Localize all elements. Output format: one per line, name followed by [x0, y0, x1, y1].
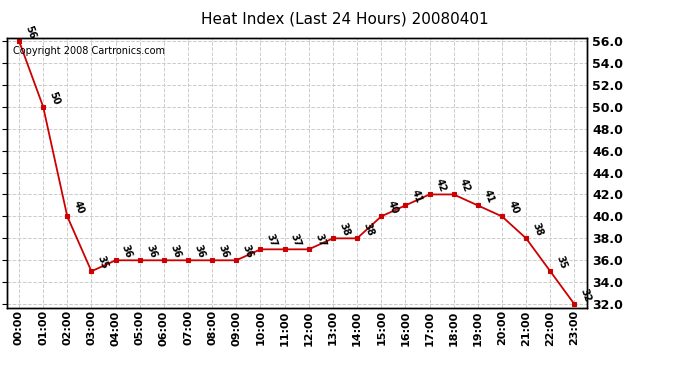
Text: Copyright 2008 Cartronics.com: Copyright 2008 Cartronics.com: [12, 46, 165, 56]
Text: 38: 38: [362, 221, 375, 238]
Text: 35: 35: [96, 254, 110, 270]
Text: 38: 38: [337, 221, 351, 238]
Text: Heat Index (Last 24 Hours) 20080401: Heat Index (Last 24 Hours) 20080401: [201, 11, 489, 26]
Text: 35: 35: [555, 254, 569, 270]
Text: 41: 41: [482, 189, 496, 205]
Text: 36: 36: [241, 243, 255, 260]
Text: 56: 56: [23, 24, 37, 40]
Text: 36: 36: [217, 243, 230, 260]
Text: 40: 40: [386, 200, 400, 216]
Text: 37: 37: [265, 232, 279, 249]
Text: 36: 36: [193, 243, 206, 260]
Text: 42: 42: [434, 178, 448, 194]
Text: 36: 36: [144, 243, 158, 260]
Text: 42: 42: [458, 178, 472, 194]
Text: 40: 40: [506, 200, 520, 216]
Text: 36: 36: [120, 243, 134, 260]
Text: 40: 40: [72, 200, 86, 216]
Text: 37: 37: [313, 232, 327, 249]
Text: 37: 37: [289, 232, 303, 249]
Text: 36: 36: [168, 243, 182, 260]
Text: 50: 50: [48, 90, 61, 106]
Text: 38: 38: [531, 221, 544, 238]
Text: 41: 41: [410, 189, 424, 205]
Text: 32: 32: [579, 287, 593, 303]
